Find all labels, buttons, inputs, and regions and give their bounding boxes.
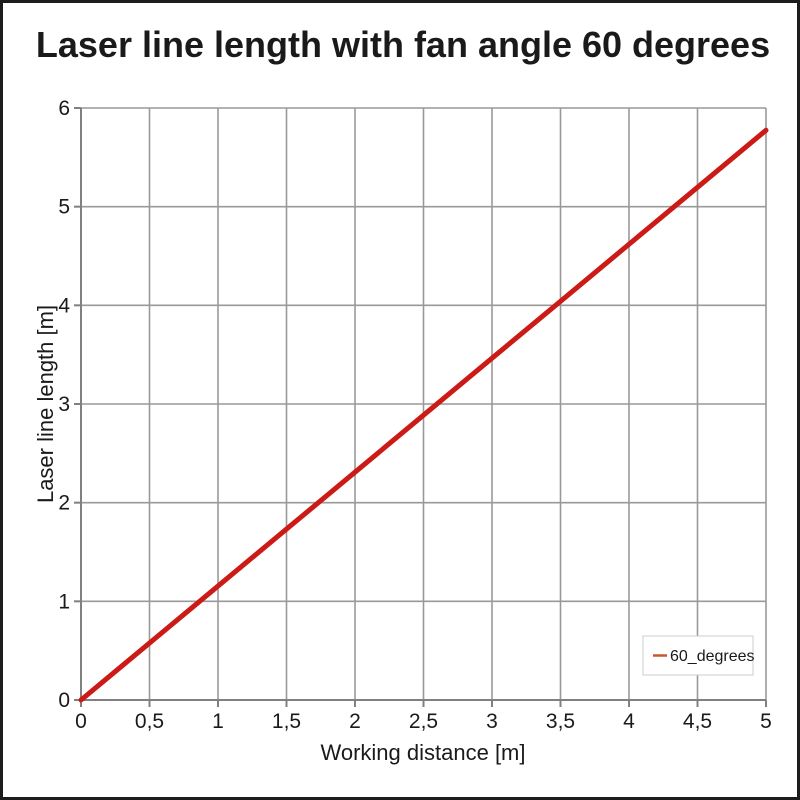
laser-line-chart: Laser line length with fan angle 60 degr… (33, 24, 772, 765)
y-axis-title: Laser line length [m] (33, 305, 58, 503)
x-tick-label: 3,5 (546, 710, 575, 733)
y-tick-label: 1 (58, 590, 70, 613)
x-tick-label: 0,5 (135, 710, 164, 733)
grid-layer (80, 107, 767, 701)
y-tick-labels: 0 1 2 3 4 5 6 (58, 97, 70, 712)
chart-title: Laser line length with fan angle 60 degr… (36, 24, 770, 65)
x-axis-title: Working distance [m] (320, 740, 525, 765)
y-tick-label: 6 (58, 97, 70, 120)
axis-layer (74, 107, 767, 707)
x-tick-label: 4,5 (683, 710, 712, 733)
x-tick-label: 0 (75, 710, 87, 733)
x-tick-label: 2,5 (409, 710, 438, 733)
y-tick-label: 2 (58, 492, 70, 515)
legend: 60_degrees (642, 635, 755, 676)
series-line-60-degrees (78, 127, 769, 703)
y-tick-label: 5 (58, 196, 70, 219)
y-tick-label: 0 (58, 689, 70, 712)
x-tick-label: 3 (486, 710, 498, 733)
x-tick-label: 2 (349, 710, 361, 733)
x-tick-label: 5 (760, 710, 772, 733)
x-tick-labels: 0 0,5 1 1,5 2 2,5 3 3,5 4 4,5 5 (75, 710, 772, 733)
legend-label: 60_degrees (670, 648, 755, 665)
x-tick-label: 4 (623, 710, 635, 733)
y-tick-label: 4 (58, 294, 70, 317)
x-tick-label: 1 (212, 710, 224, 733)
x-tick-label: 1,5 (272, 710, 301, 733)
y-tick-label: 3 (58, 393, 70, 416)
